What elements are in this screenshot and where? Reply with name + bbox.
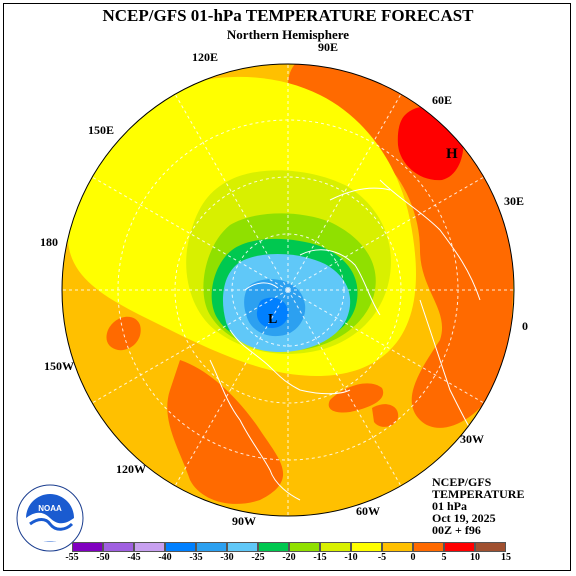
colorbar-segment bbox=[134, 542, 165, 552]
colorbar-segment bbox=[258, 542, 289, 552]
colorbar-segment bbox=[351, 542, 382, 552]
map-frame bbox=[3, 3, 571, 571]
colorbar-segment bbox=[72, 542, 103, 552]
colorbar-segment bbox=[196, 542, 227, 552]
colorbar-tick-label: -30 bbox=[220, 552, 234, 563]
colorbar-tick-label: 10 bbox=[470, 552, 480, 563]
colorbar-tick-label: -5 bbox=[377, 552, 387, 563]
lon-label-120w: 120W bbox=[116, 462, 146, 476]
colorbar-tick-label: -45 bbox=[127, 552, 141, 563]
colorbar-tick-label: -40 bbox=[158, 552, 172, 563]
high-marker: H bbox=[446, 146, 458, 162]
colorbar-tick-label: -15 bbox=[313, 552, 327, 563]
colorbar-tick-label: -10 bbox=[344, 552, 358, 563]
forecast-info: NCEP/GFS TEMPERATURE 01 hPa Oct 19, 2025… bbox=[432, 476, 524, 536]
colorbar-segment bbox=[103, 542, 134, 552]
noaa-logo-text: NOAA bbox=[38, 504, 62, 513]
lon-label-90e: 90E bbox=[318, 40, 339, 54]
colorbar-tick-label: -50 bbox=[96, 552, 110, 563]
info-level: 01 hPa bbox=[432, 499, 468, 513]
colorbar-tick-label: -55 bbox=[65, 552, 79, 563]
noaa-logo: NOAA bbox=[16, 484, 84, 552]
map-boundary bbox=[61, 63, 515, 517]
colorbar-segment bbox=[475, 542, 506, 552]
colorbar-segment bbox=[289, 542, 320, 552]
info-cycle: 00Z + f96 bbox=[432, 523, 481, 537]
colorbar-segment bbox=[165, 542, 196, 552]
lon-label-60e: 60E bbox=[432, 93, 453, 107]
colorbar-tick-label: -25 bbox=[251, 552, 265, 563]
info-date: Oct 19, 2025 bbox=[432, 511, 496, 525]
colorbar-segment bbox=[444, 542, 475, 552]
lon-label-150e: 150E bbox=[88, 123, 115, 137]
warm-band-southwest bbox=[167, 360, 284, 504]
colorbar-segment bbox=[413, 542, 444, 552]
warm-spot-south bbox=[328, 383, 384, 413]
warm-spot-southeast bbox=[372, 404, 399, 427]
warm-spot-west bbox=[106, 316, 141, 351]
colorbar-tick-label: 15 bbox=[501, 552, 511, 563]
colorbar-segment bbox=[227, 542, 258, 552]
colorbar-tick-label: -20 bbox=[282, 552, 296, 563]
lon-label-0: 0 bbox=[522, 319, 528, 333]
colorbar-segment bbox=[382, 542, 413, 552]
lon-label-90w: 90W bbox=[232, 514, 256, 528]
cold-core-low bbox=[256, 297, 289, 328]
map-title: NCEP/GFS 01-hPa TEMPERATURE FORECAST bbox=[102, 6, 474, 25]
lon-label-60w: 60W bbox=[356, 504, 380, 518]
info-variable: TEMPERATURE bbox=[432, 487, 525, 501]
lon-label-180: 180 bbox=[40, 235, 58, 249]
info-model: NCEP/GFS bbox=[432, 475, 492, 489]
colorbar-tick-label: -35 bbox=[189, 552, 203, 563]
colorbar-tick-label: 0 bbox=[410, 552, 416, 563]
lon-label-30w: 30W bbox=[460, 432, 484, 446]
colorbar-tick-label: 5 bbox=[441, 552, 447, 563]
lon-label-150w: 150W bbox=[44, 359, 74, 373]
lon-label-30e: 30E bbox=[504, 194, 525, 208]
colorbar-segment bbox=[320, 542, 351, 552]
map-subtitle: Northern Hemisphere bbox=[226, 27, 350, 42]
low-marker: L bbox=[268, 312, 277, 327]
lon-label-120e: 120E bbox=[192, 50, 219, 64]
